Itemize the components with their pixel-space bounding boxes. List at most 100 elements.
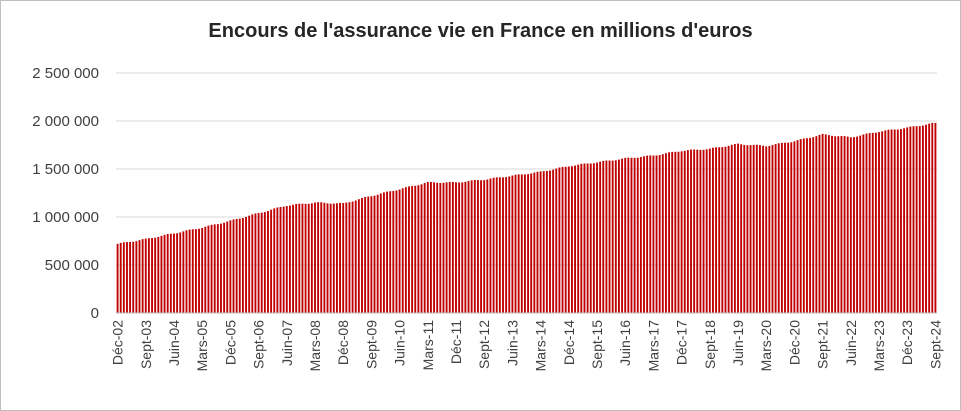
bar [605, 160, 608, 313]
bar [592, 163, 595, 313]
bar [395, 190, 398, 313]
x-tick-label: Mars-11 [420, 320, 436, 371]
bar [887, 129, 890, 313]
bar [934, 122, 937, 313]
bar [680, 151, 683, 313]
bar [790, 142, 793, 313]
bar [824, 134, 827, 313]
bar [351, 201, 354, 313]
bar [263, 212, 266, 313]
bar [787, 142, 790, 313]
x-tick-label: Mars-20 [758, 320, 774, 372]
bar [194, 229, 197, 313]
bar [618, 159, 620, 313]
bar [157, 236, 160, 313]
bar [718, 147, 721, 313]
bar [752, 144, 755, 313]
bar [470, 180, 473, 313]
bar [245, 216, 247, 313]
bar [655, 155, 658, 313]
bar [802, 138, 805, 313]
bar [721, 147, 724, 313]
bar [213, 224, 216, 313]
bar [182, 231, 185, 313]
bar [122, 242, 125, 313]
bar [574, 165, 577, 313]
bar [420, 184, 423, 313]
bar [900, 129, 902, 313]
bar [608, 160, 611, 313]
bar [733, 144, 736, 313]
bar [931, 122, 934, 313]
bar [840, 136, 843, 313]
bar [188, 229, 191, 313]
bar [398, 189, 401, 313]
bar [865, 133, 868, 313]
bar [768, 145, 771, 313]
bar [918, 126, 921, 313]
bar [160, 235, 163, 313]
bar [925, 124, 927, 314]
bar [552, 169, 555, 313]
bar [498, 177, 501, 313]
bar [746, 145, 749, 313]
bar [364, 197, 367, 313]
x-tick-label: Sept-03 [138, 320, 154, 369]
bar [827, 135, 830, 313]
bar [179, 232, 182, 313]
bar [856, 136, 859, 313]
bar [141, 239, 144, 313]
bar [530, 173, 533, 313]
bar [909, 126, 912, 313]
bar [705, 149, 708, 313]
bar [815, 136, 818, 313]
bar [715, 147, 718, 313]
bar [314, 202, 316, 313]
bar [737, 143, 739, 313]
x-tick-label: Mars-08 [307, 320, 323, 372]
bar [611, 160, 614, 313]
bar [304, 203, 307, 313]
x-tick-label: Juin-10 [392, 320, 408, 366]
bar [809, 137, 812, 313]
bar [599, 161, 602, 313]
bar [426, 181, 429, 313]
bar [571, 166, 573, 313]
x-tick-label: Juin-19 [730, 320, 746, 366]
bar [677, 151, 680, 313]
bar [890, 129, 893, 313]
bar [473, 180, 476, 313]
bar [373, 195, 376, 313]
bar [796, 140, 799, 313]
bar [520, 174, 523, 313]
bar [267, 211, 269, 313]
x-tick-label: Mars-14 [533, 320, 549, 372]
bar [893, 129, 896, 313]
bar [198, 228, 200, 313]
bar [389, 191, 392, 313]
x-tick-label: Mars-17 [645, 320, 661, 372]
bar [257, 212, 260, 313]
x-tick-label: Juin-22 [843, 320, 859, 366]
bar [806, 138, 808, 313]
bar [874, 132, 877, 313]
bar [780, 142, 783, 313]
bar [702, 149, 705, 313]
bar [896, 129, 899, 313]
bar [812, 137, 815, 313]
bar [433, 182, 435, 313]
bar [367, 196, 370, 313]
bar [749, 145, 752, 313]
x-tick-label: Sept-06 [251, 320, 267, 369]
bar [549, 170, 551, 313]
bar [536, 171, 539, 313]
bar [467, 181, 470, 313]
bar [207, 225, 210, 313]
bar [693, 149, 696, 313]
bar [376, 194, 379, 313]
bar [191, 229, 194, 313]
bar [762, 145, 765, 313]
bar [270, 209, 273, 313]
bar [401, 188, 404, 313]
bar [451, 181, 454, 313]
